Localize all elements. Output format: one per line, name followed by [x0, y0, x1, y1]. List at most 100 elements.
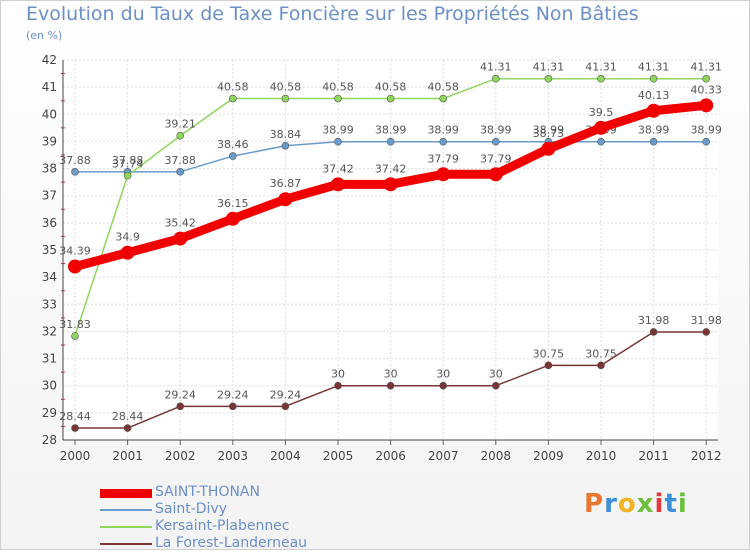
data-label: 29.24 [270, 388, 302, 401]
data-point [386, 381, 395, 390]
x-tick-label: 2006 [375, 449, 406, 463]
data-point [439, 94, 448, 103]
data-label: 40.58 [270, 81, 302, 94]
y-tick-label: 39 [42, 134, 57, 148]
data-point [544, 74, 553, 83]
data-point [386, 94, 395, 103]
data-point [334, 137, 342, 146]
data-label: 40.58 [375, 81, 407, 94]
data-point [541, 141, 556, 156]
y-tick-label: 34 [42, 270, 57, 284]
data-point [702, 328, 711, 336]
x-tick-label: 2001 [112, 449, 143, 463]
legend-label: La Forest-Landerneau [155, 535, 308, 551]
data-label: 38.99 [638, 124, 670, 137]
data-point [331, 177, 345, 192]
data-label: 31.98 [690, 314, 722, 327]
data-label: 37.74 [112, 158, 144, 171]
data-label: 30 [489, 368, 503, 381]
data-point [281, 402, 290, 411]
data-label: 41.31 [480, 61, 512, 74]
data-label: 38.73 [533, 127, 565, 140]
data-label: 37.88 [59, 154, 91, 167]
y-tick-label: 40 [42, 107, 57, 121]
data-point [334, 381, 342, 390]
data-point [439, 381, 448, 390]
data-point [491, 381, 500, 390]
x-tick-label: 2002 [165, 449, 196, 463]
data-label: 30.75 [533, 347, 565, 360]
data-label: 31.98 [638, 314, 670, 327]
data-point [278, 192, 293, 207]
x-tick-label: 2004 [270, 449, 301, 463]
data-point [594, 120, 608, 135]
data-point [225, 211, 240, 226]
data-point [123, 171, 132, 180]
data-label: 35.42 [164, 217, 196, 230]
x-tick-label: 2007 [428, 449, 459, 463]
data-point [597, 137, 605, 146]
x-tick-label: 2008 [481, 449, 512, 463]
data-label: 38.99 [375, 124, 407, 137]
data-label: 38.99 [480, 124, 512, 137]
data-point [68, 259, 82, 274]
data-point [597, 361, 605, 370]
data-label: 41.31 [533, 61, 565, 74]
y-tick-label: 38 [42, 162, 57, 176]
data-label: 37.88 [164, 154, 196, 167]
data-point [71, 424, 79, 432]
legend-label: SAINT-THONAN [155, 484, 260, 500]
data-label: 28.44 [112, 410, 144, 423]
chart-subtitle: (en %) [26, 29, 63, 42]
data-point [176, 168, 184, 176]
data-label: 38.46 [217, 138, 249, 151]
data-label: 37.88 [112, 154, 144, 167]
y-tick-label: 29 [42, 406, 57, 420]
data-label: 38.99 [533, 124, 565, 137]
y-tick-label: 31 [42, 352, 57, 366]
y-tick-label: 32 [42, 324, 57, 338]
legend-swatch [100, 543, 152, 545]
data-point [649, 137, 658, 146]
data-label: 39.5 [589, 106, 614, 119]
x-tick-label: 2003 [218, 449, 249, 463]
data-point [702, 74, 711, 83]
data-label: 30.75 [585, 347, 617, 360]
data-point [120, 245, 135, 260]
data-label: 38.84 [270, 128, 302, 141]
legend-swatch [100, 488, 152, 498]
data-label: 41.31 [690, 61, 722, 74]
data-point [176, 131, 184, 140]
data-label: 40.33 [690, 83, 722, 96]
data-point [123, 424, 132, 432]
data-point [491, 137, 500, 146]
data-label: 38.99 [427, 124, 459, 137]
data-point [544, 361, 553, 370]
legend-label: Kersaint-Plabennec [155, 518, 290, 534]
data-label: 30 [384, 368, 398, 381]
y-tick-label: 35 [42, 243, 57, 257]
chart-title: Evolution du Taux de Taxe Foncière sur l… [26, 3, 639, 25]
y-tick-label: 37 [42, 189, 57, 203]
x-tick-label: 2010 [586, 449, 617, 463]
x-tick-label: 2011 [638, 449, 669, 463]
data-point [649, 74, 658, 83]
data-point [229, 152, 237, 160]
data-label: 30 [331, 368, 345, 381]
y-tick-label: 33 [42, 297, 57, 311]
data-point [173, 231, 188, 246]
data-label: 37.42 [322, 162, 354, 175]
data-point [334, 94, 342, 103]
data-label: 40.58 [322, 81, 354, 94]
x-tick-label: 2009 [533, 449, 564, 463]
data-point [436, 167, 451, 182]
data-label: 29.24 [164, 388, 196, 401]
data-label: 40.58 [427, 81, 459, 94]
data-point [702, 137, 711, 146]
data-label: 34.39 [59, 245, 91, 258]
data-point [229, 402, 237, 411]
data-label: 30 [436, 368, 450, 381]
y-tick-label: 42 [42, 53, 57, 67]
y-tick-label: 28 [42, 433, 57, 447]
